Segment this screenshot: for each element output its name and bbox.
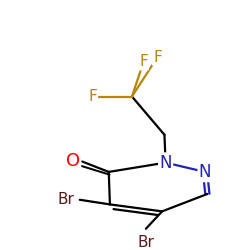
- Text: N: N: [159, 154, 172, 172]
- Text: F: F: [153, 50, 162, 64]
- Text: F: F: [139, 54, 148, 69]
- Text: O: O: [66, 152, 80, 170]
- Text: N: N: [199, 163, 211, 181]
- Text: Br: Br: [58, 192, 74, 207]
- Text: F: F: [88, 89, 97, 104]
- Text: Br: Br: [138, 235, 154, 250]
